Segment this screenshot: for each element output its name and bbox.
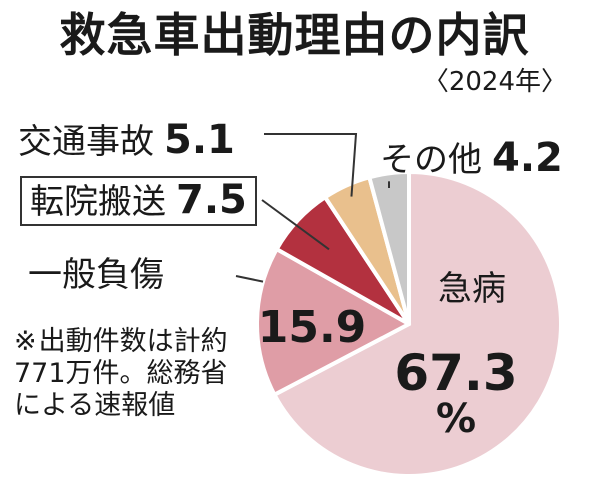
leader-transfer	[261, 199, 330, 251]
chart-title: 救急車出動理由の内訳	[59, 8, 530, 62]
leader-traffic	[264, 133, 358, 197]
footnote-text: 出動件数は計約771万件。総務省による速報値	[14, 326, 228, 421]
label-injury-name: 一般負傷	[28, 255, 164, 295]
footnote: ※出動件数は計約771万件。総務省による速報値	[14, 326, 244, 422]
label-transfer-name: 転院搬送	[30, 182, 166, 222]
slice-value-injury: 15.9	[258, 302, 367, 353]
slice-value-sickness: 67.3	[394, 344, 517, 402]
leader-injury	[235, 275, 264, 283]
label-other-name: その他	[380, 140, 482, 180]
label-traffic-name: 交通事故	[18, 122, 154, 162]
pie-slice-0	[272, 170, 563, 478]
label-transfer-value: 7.5	[176, 177, 247, 223]
chart-subtitle: 〈2024年〉	[422, 67, 567, 97]
footnote-mark: ※	[14, 326, 37, 357]
label-traffic: 交通事故 5.1	[18, 120, 235, 160]
pie-slice-1	[255, 247, 411, 397]
slice-label-sickness: 急病	[438, 269, 506, 309]
label-other: その他 4.2	[380, 138, 563, 178]
label-transfer: 転院搬送 7.5	[20, 176, 257, 226]
label-traffic-value: 5.1	[164, 117, 235, 163]
label-injury: 一般負傷	[28, 258, 164, 292]
pie-slice-4	[367, 170, 411, 326]
label-other-value: 4.2	[492, 135, 563, 181]
slice-unit-sickness: %	[436, 396, 476, 442]
